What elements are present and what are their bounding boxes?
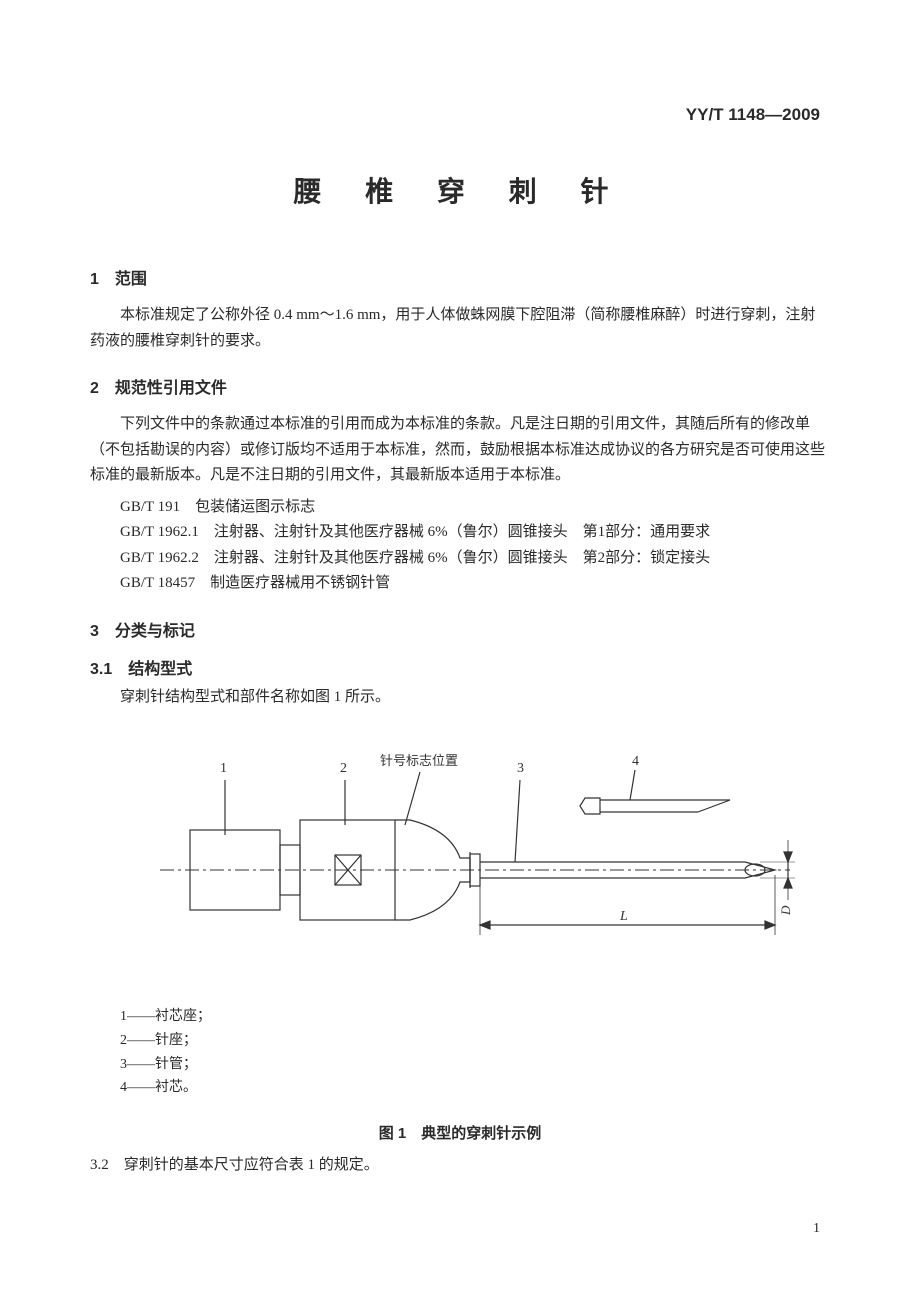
section-2-heading: 2 规范性引用文件 [90, 374, 830, 398]
legend-1: 1——衬芯座； [120, 1005, 830, 1029]
callout-2: 2 [340, 761, 347, 776]
section-3-1-body: 穿刺针结构型式和部件名称如图 1 所示。 [90, 685, 830, 711]
section-2-body: 下列文件中的条款通过本标准的引用而成为本标准的条款。凡是注日期的引用文件，其随后… [90, 412, 830, 489]
ref-1: GB/T 191 包装储运图示标志 [90, 495, 830, 521]
section-1-heading: 1 范围 [90, 265, 830, 289]
callout-4: 4 [632, 754, 639, 769]
ref-4: GB/T 18457 制造医疗器械用不锈钢针管 [90, 571, 830, 597]
needle-diagram: 1 2 3 4 针号标志位置 L D [120, 740, 800, 970]
ref-3: GB/T 1962.2 注射器、注射针及其他医疗器械 6%（鲁尔）圆锥接头 第2… [90, 546, 830, 572]
callout-3: 3 [517, 761, 524, 776]
figure-caption: 图 1 典型的穿刺针示例 [90, 1122, 830, 1143]
label-position: 针号标志位置 [380, 753, 458, 768]
figure-1: 1 2 3 4 针号标志位置 L D [90, 740, 830, 970]
section-1-body: 本标准规定了公称外径 0.4 mm～1.6 mm，用于人体做蛛网膜下腔阻滞（简称… [90, 303, 830, 354]
page-title: 腰 椎 穿 刺 针 [90, 170, 830, 210]
dim-D: D [778, 905, 793, 916]
legend-3: 3——针管； [120, 1053, 830, 1077]
ref-2: GB/T 1962.1 注射器、注射针及其他医疗器械 6%（鲁尔）圆锥接头 第1… [90, 520, 830, 546]
section-3-2: 3.2 穿刺针的基本尺寸应符合表 1 的规定。 [90, 1153, 830, 1179]
section-3-1-heading: 3.1 结构型式 [90, 655, 830, 679]
dim-L: L [619, 909, 628, 924]
callout-1: 1 [220, 761, 227, 776]
standard-code: YY/T 1148—2009 [686, 105, 820, 125]
section-3-heading: 3 分类与标记 [90, 617, 830, 641]
figure-legend: 1——衬芯座； 2——针座； 3——针管； 4——衬芯。 [120, 1005, 830, 1100]
legend-4: 4——衬芯。 [120, 1076, 830, 1100]
page-number: 1 [813, 1221, 820, 1237]
legend-2: 2——针座； [120, 1029, 830, 1053]
